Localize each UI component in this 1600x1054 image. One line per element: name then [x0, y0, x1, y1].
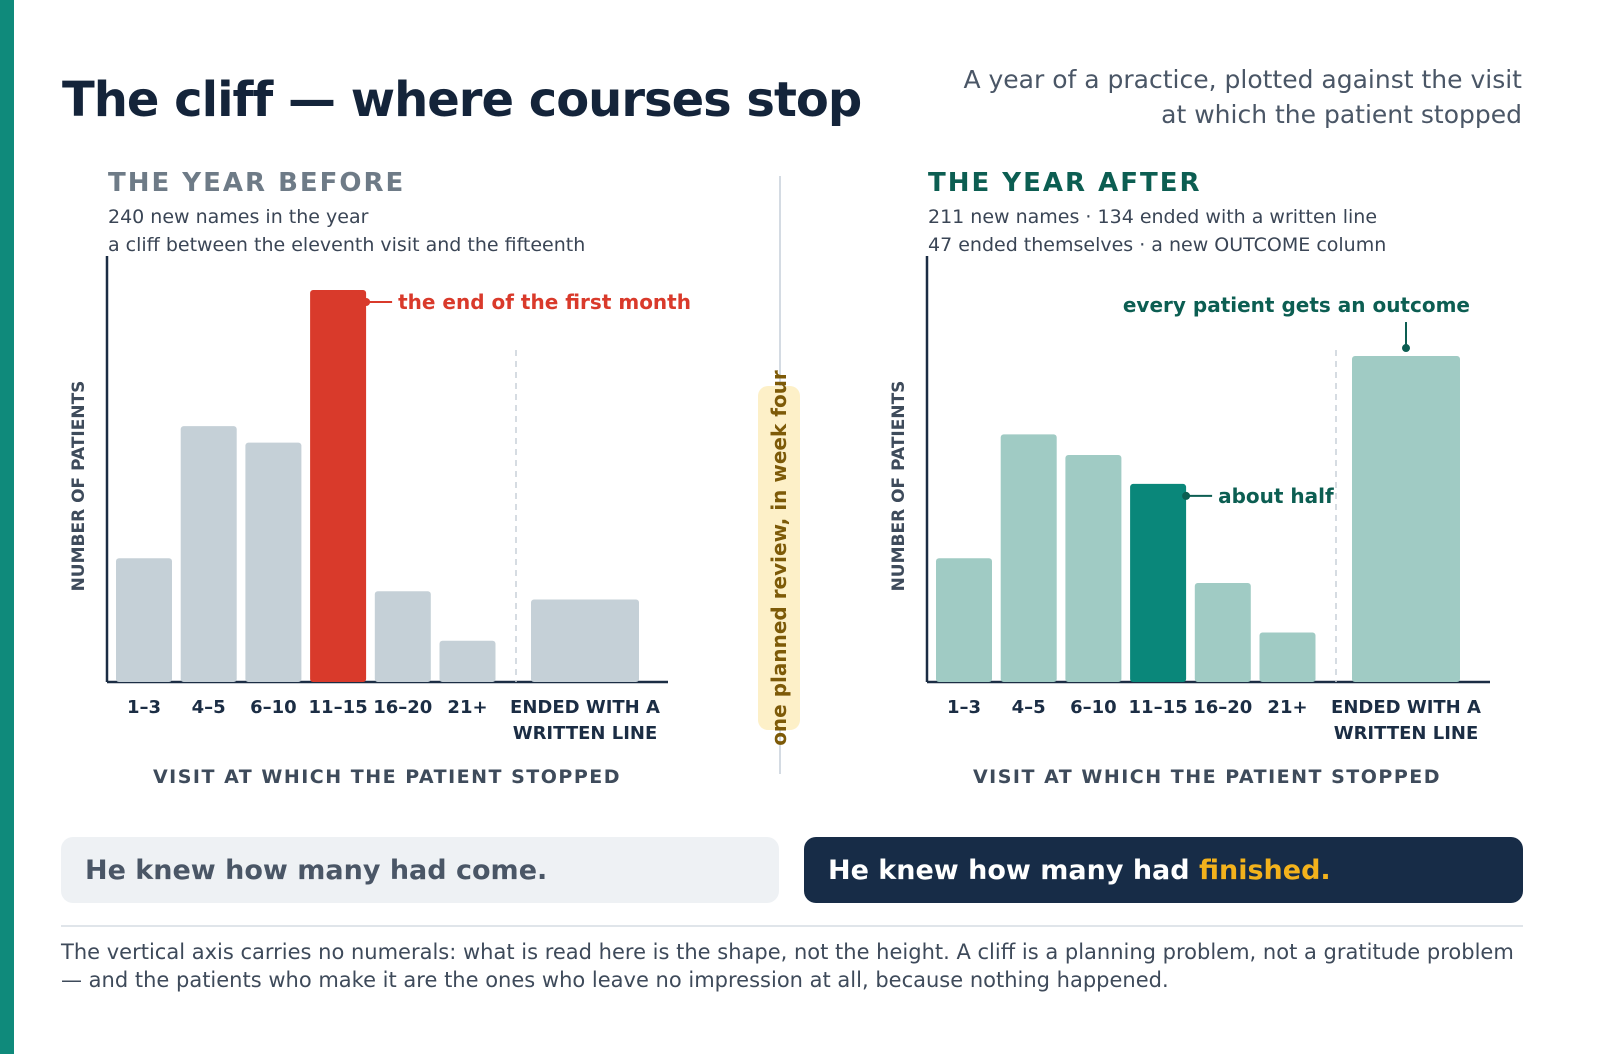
page-title: The cliff — where courses stop	[62, 72, 862, 128]
side-note: one planned review, in week four	[767, 370, 791, 746]
x-tick-label: 11–15	[309, 697, 368, 718]
bar	[1000, 434, 1057, 682]
x-tick-label: WRITTEN LINE	[1334, 723, 1479, 744]
panel-note-line: 211 new names · 134 ended with a written…	[928, 206, 1378, 228]
x-tick-label: 1–3	[127, 697, 161, 718]
panel-year-after: THE YEAR AFTER 211 new names · 134 ended…	[880, 160, 1500, 800]
bar	[1065, 455, 1122, 682]
bar-extra	[1352, 356, 1460, 682]
side-note-pill	[758, 386, 800, 730]
x-axis-title: VISIT AT WHICH THE PATIENT STOPPED	[973, 766, 1441, 788]
annotation-label: the end of the first month	[398, 290, 691, 314]
x-tick-label: 4–5	[1012, 697, 1046, 718]
panel-note-line: 47 ended themselves · a new OUTCOME colu…	[928, 234, 1387, 256]
summary-before-text: He knew how many had come.	[85, 854, 548, 886]
bar	[180, 426, 237, 682]
annotation-label: about half	[1218, 484, 1334, 508]
x-tick-label: 6–10	[1070, 697, 1117, 718]
bar	[1194, 582, 1251, 682]
panel-note-line: a cliff between the eleventh visit and t…	[108, 234, 586, 256]
accent-bar	[0, 0, 14, 1054]
chart-year-after: NUMBER OF PATIENTS 1–3 4–5 6–10 11–15 16–20 21…	[889, 256, 1490, 788]
bar	[245, 442, 302, 682]
chart-year-before: NUMBER OF PATIENTS 1–3 4–5 6–10 11–15 16–20 21…	[69, 256, 691, 788]
x-tick-label: 1–3	[947, 697, 981, 718]
bar-extra	[531, 599, 639, 682]
summary-after-text: He knew how many had	[828, 854, 1199, 886]
x-tick-label: 16–20	[373, 697, 432, 718]
x-tick-label: ENDED WITH A	[1331, 697, 1481, 718]
summary-before: He knew how many had come.	[61, 837, 779, 903]
bar-highlight	[1130, 483, 1187, 682]
x-tick-label: 21+	[447, 697, 487, 718]
x-tick-label: 11–15	[1129, 697, 1188, 718]
footnote: The vertical axis carries no numerals: w…	[61, 940, 1514, 992]
summary-after-highlight: finished.	[1199, 854, 1331, 886]
bar-highlight	[310, 290, 367, 682]
y-axis-title: NUMBER OF PATIENTS	[889, 381, 909, 592]
bar	[439, 640, 496, 682]
footer-rule	[61, 925, 1523, 927]
panel-note-line: 240 new names in the year	[108, 206, 369, 228]
bar	[116, 558, 172, 682]
summary-after: He knew how many had finished.	[804, 837, 1523, 903]
x-tick-label: 4–5	[192, 697, 226, 718]
panel-year-before: THE YEAR BEFORE 240 new names in the yea…	[60, 160, 691, 800]
top-annotation-label: every patient gets an outcome	[1123, 293, 1470, 317]
panel-heading: THE YEAR BEFORE	[108, 168, 406, 198]
x-tick-label: ENDED WITH A	[510, 697, 660, 718]
annotation-dot	[1182, 491, 1191, 500]
x-tick-label: WRITTEN LINE	[513, 723, 658, 744]
x-axis-title: VISIT AT WHICH THE PATIENT STOPPED	[153, 766, 621, 788]
bar	[374, 591, 431, 682]
bar	[1259, 632, 1316, 682]
panel-heading: THE YEAR AFTER	[928, 168, 1202, 198]
bar	[936, 558, 992, 682]
y-axis-title: NUMBER OF PATIENTS	[69, 381, 89, 592]
x-tick-label: 6–10	[250, 697, 297, 718]
x-tick-label: 16–20	[1193, 697, 1252, 718]
x-tick-label: 21+	[1267, 697, 1307, 718]
page-subtitle: A year of a practice, plotted against th…	[963, 65, 1522, 129]
